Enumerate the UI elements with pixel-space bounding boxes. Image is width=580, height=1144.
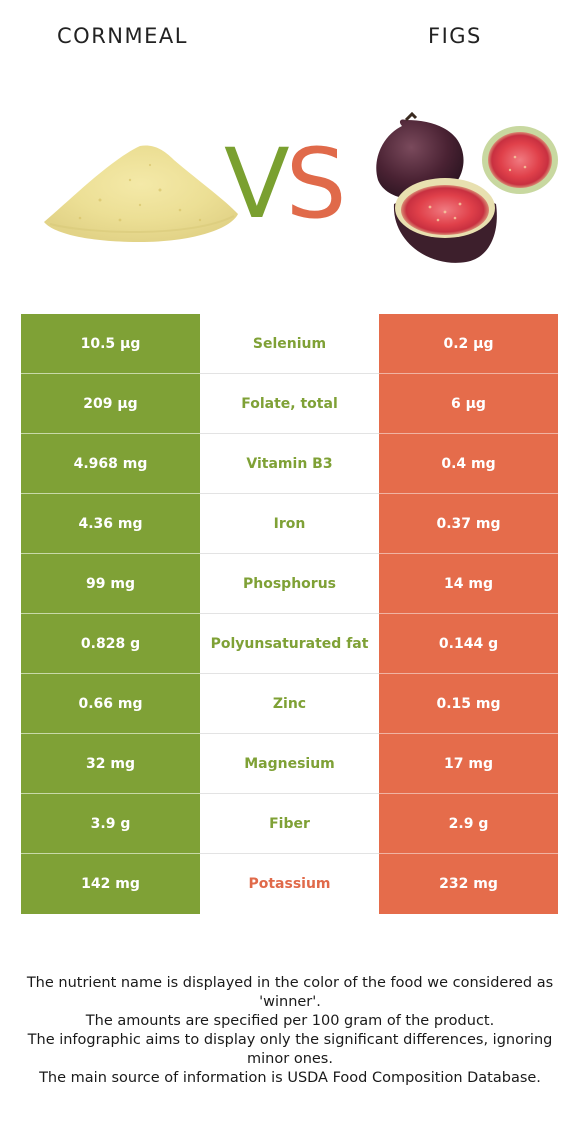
cornmeal-value: 3.9 g [21,794,200,854]
comparison-table: 10.5 µg Selenium 0.2 µg 209 µg Folate, total… [21,314,558,914]
cornmeal-value: 10.5 µg [21,314,200,374]
nutrient-name: Fiber [200,794,379,854]
cornmeal-value: 32 mg [21,734,200,794]
nutrient-name: Vitamin B3 [200,434,379,494]
figs-value: 2.9 g [379,794,558,854]
nutrient-name: Folate, total [200,374,379,434]
footer-notes: The nutrient name is displayed in the co… [20,974,560,1088]
figs-image [376,112,558,263]
figs-value: 232 mg [379,854,558,914]
table-row: 10.5 µg Selenium 0.2 µg [21,314,558,374]
table-row: 142 mg Potassium 232 mg [21,854,558,914]
table-row: 0.66 mg Zinc 0.15 mg [21,674,558,734]
figs-value: 0.15 mg [379,674,558,734]
nutrient-name: Magnesium [200,734,379,794]
table-row: 4.36 mg Iron 0.37 mg [21,494,558,554]
table-row: 99 mg Phosphorus 14 mg [21,554,558,614]
footer-line-3: The infographic aims to display only the… [27,1032,553,1067]
figs-value: 0.2 µg [379,314,558,374]
cornmeal-value: 0.828 g [21,614,200,674]
table-row: 3.9 g Fiber 2.9 g [21,794,558,854]
cornmeal-image [44,145,238,242]
vs-label: VS [224,134,354,234]
nutrient-name: Polyunsaturated fat [200,614,379,674]
table-row: 209 µg Folate, total 6 µg [21,374,558,434]
figs-title: FIGS [428,24,482,48]
footer-line-1: The nutrient name is displayed in the co… [26,975,554,1010]
figs-value: 6 µg [379,374,558,434]
cornmeal-value: 99 mg [21,554,200,614]
nutrient-name: Iron [200,494,379,554]
cornmeal-value: 142 mg [21,854,200,914]
nutrient-name: Phosphorus [200,554,379,614]
vs-v-letter: V [224,128,290,240]
nutrient-name: Selenium [200,314,379,374]
vs-s-letter: S [285,128,347,240]
figs-value: 14 mg [379,554,558,614]
figs-value: 0.4 mg [379,434,558,494]
table-row: 0.828 g Polyunsaturated fat 0.144 g [21,614,558,674]
figs-value: 17 mg [379,734,558,794]
cornmeal-value: 4.968 mg [21,434,200,494]
nutrient-name: Zinc [200,674,379,734]
cornmeal-title: CORNMEAL [57,24,188,48]
table-row: 4.968 mg Vitamin B3 0.4 mg [21,434,558,494]
cornmeal-value: 4.36 mg [21,494,200,554]
nutrient-name: Potassium [200,854,379,914]
figs-value: 0.144 g [379,614,558,674]
footer-line-2: The amounts are specified per 100 gram o… [85,1013,495,1029]
figs-value: 0.37 mg [379,494,558,554]
footer-line-4: The main source of information is USDA F… [39,1070,541,1086]
cornmeal-value: 209 µg [21,374,200,434]
table-row: 32 mg Magnesium 17 mg [21,734,558,794]
cornmeal-value: 0.66 mg [21,674,200,734]
